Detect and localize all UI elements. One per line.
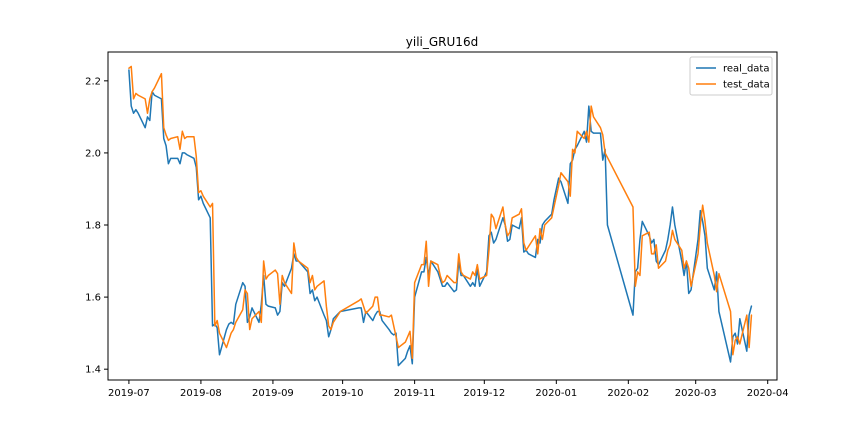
x-tick-label: 2019-07 bbox=[108, 388, 150, 399]
y-tick-label: 2.2 bbox=[85, 76, 101, 87]
y-tick-label: 2.0 bbox=[85, 148, 101, 159]
legend-box bbox=[689, 56, 773, 96]
y-tick-label: 1.4 bbox=[85, 365, 101, 376]
series-line-test-data bbox=[128, 65, 753, 360]
x-tick-label: 2020-03 bbox=[675, 388, 717, 399]
x-tick-label: 2019-09 bbox=[252, 388, 294, 399]
chart-title: yili_GRU16d bbox=[406, 35, 478, 49]
axes-frame bbox=[107, 51, 778, 381]
x-tick-label: 2019-10 bbox=[322, 388, 364, 399]
y-tick-label: 1.6 bbox=[85, 293, 101, 304]
legend-label-real-data: real_data bbox=[723, 64, 769, 75]
y-tick-label: 1.8 bbox=[85, 221, 101, 232]
x-tick-label: 2020-04 bbox=[747, 388, 789, 399]
x-tick-label: 2020-01 bbox=[535, 388, 577, 399]
x-tick-label: 2019-12 bbox=[463, 388, 505, 399]
legend-label-test-data: test_data bbox=[723, 80, 770, 91]
plot-area: 2019-07 2019-08 2019-09 2019-10 2019-11 2019-… bbox=[85, 51, 789, 399]
x-tick-label: 2019-08 bbox=[180, 388, 222, 399]
x-tick-label: 2020-02 bbox=[607, 388, 649, 399]
legend: real_data test_data bbox=[689, 56, 773, 96]
x-tick-label: 2019-11 bbox=[394, 388, 436, 399]
